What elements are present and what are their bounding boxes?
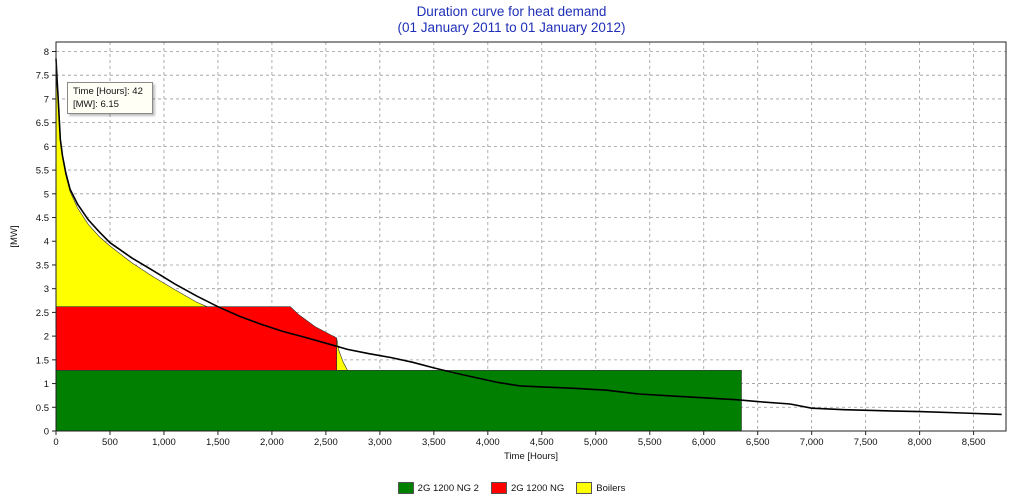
legend-item-ng[interactable]: 2G 1200 NG — [490, 482, 565, 494]
x-tick-label: 2,500 — [314, 437, 338, 448]
legend-label-boilers: Boilers — [596, 482, 626, 494]
x-tick-label: 0 — [53, 437, 58, 448]
y-tick-label: 6 — [44, 142, 49, 153]
x-tick-label: 3,500 — [422, 437, 446, 448]
legend-swatch-boilers — [576, 482, 593, 494]
y-tick-label: 7.5 — [36, 71, 49, 82]
chart-subtitle: (01 January 2011 to 01 January 2012) — [397, 20, 626, 35]
area-series-0[interactable] — [55, 369, 742, 432]
tooltip-time: Time [Hours]: 42 — [73, 86, 143, 97]
y-tick-label: 2.5 — [36, 308, 49, 319]
x-tick-label: 7,000 — [800, 437, 824, 448]
x-tick-label: 7,500 — [854, 437, 878, 448]
y-tick-label: 5 — [44, 189, 49, 200]
y-tick-label: 1 — [44, 379, 49, 390]
y-tick-label: 0.5 — [36, 403, 49, 414]
y-tick-label: 4 — [44, 237, 49, 248]
legend-label-ng2: 2G 1200 NG 2 — [417, 482, 479, 494]
x-tick-label: 8,500 — [962, 437, 986, 448]
demand-curve — [55, 58, 1002, 416]
chart-title: Duration curve for heat demand — [416, 4, 607, 19]
y-tick-label: 3.5 — [36, 260, 49, 271]
hover-tooltip: Time [Hours]: 42 [MW]: 6.15 — [67, 82, 153, 114]
y-tick-label: 4.5 — [36, 213, 49, 224]
x-tick-label: 3,000 — [368, 437, 392, 448]
heat-demand-line[interactable] — [55, 58, 1002, 416]
x-tick-label: 4,500 — [530, 437, 554, 448]
x-tick-label: 6,500 — [746, 437, 770, 448]
legend-item-boilers[interactable]: Boilers — [576, 482, 625, 494]
area-series-3[interactable] — [336, 337, 348, 371]
y-tick-label: 6.5 — [36, 118, 49, 129]
y-axis-label: [MW] — [9, 225, 20, 247]
x-axis-ticks: 0 500 1,000 1,500 2,000 2,500 3,000 3,500 4,000 4… — [53, 431, 986, 448]
y-tick-label: 8 — [44, 47, 49, 58]
y-tick-label: 3 — [44, 284, 49, 295]
chart-title-block: Duration curve for heat demand (01 Janua… — [0, 4, 1023, 36]
legend-item-ng2[interactable]: 2G 1200 NG 2 — [397, 482, 479, 494]
tooltip-mw: [MW]: 6.15 — [73, 99, 119, 110]
area-series — [55, 72, 742, 432]
x-tick-label: 2,000 — [260, 437, 284, 448]
x-tick-label: 6,000 — [692, 437, 716, 448]
y-tick-label: 1.5 — [36, 355, 49, 366]
y-tick-label: 2 — [44, 332, 49, 343]
y-axis-ticks: 0 0.5 1 1.5 2 2.5 3 3.5 4 4.5 5 5.5 6 6.5 7 7.5 8 — [36, 47, 56, 438]
y-tick-label: 5.5 — [36, 166, 49, 177]
legend-label-ng: 2G 1200 NG — [510, 482, 565, 494]
x-tick-label: 5,500 — [638, 437, 662, 448]
legend-swatch-ng — [490, 482, 507, 494]
legend-swatch-ng2 — [397, 482, 414, 494]
plot-frame — [55, 41, 1007, 432]
x-tick-label: 8,000 — [908, 437, 932, 448]
area-series-1[interactable] — [55, 306, 338, 371]
x-axis-label: Time [Hours] — [504, 451, 558, 462]
legend: 2G 1200 NG 2 2G 1200 NG Boilers — [0, 482, 1023, 494]
y-tick-label: 7 — [44, 94, 49, 105]
x-tick-label: 5,000 — [584, 437, 608, 448]
y-tick-label: 0 — [44, 427, 49, 438]
x-tick-label: 4,000 — [476, 437, 500, 448]
x-tick-label: 500 — [102, 437, 118, 448]
x-tick-label: 1,000 — [152, 437, 176, 448]
x-tick-label: 1,500 — [206, 437, 230, 448]
